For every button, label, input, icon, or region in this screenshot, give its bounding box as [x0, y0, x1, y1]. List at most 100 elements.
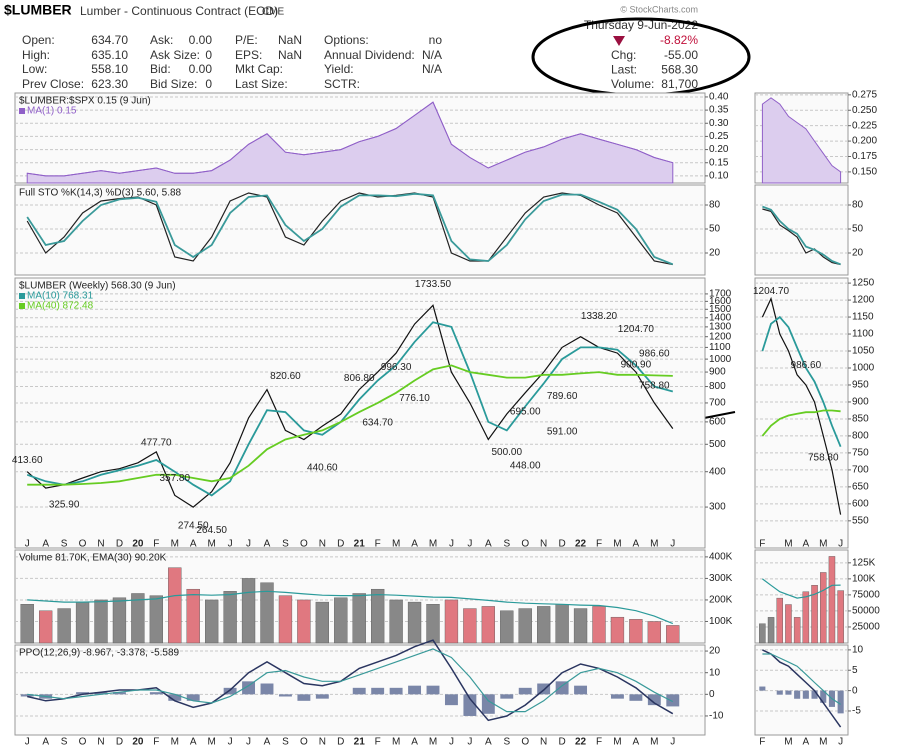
price-annotation: 1204.70	[618, 324, 655, 335]
y-tick-label: 1600	[709, 296, 732, 307]
volume-bar	[481, 606, 495, 644]
x-tick-label: A	[485, 539, 492, 550]
volume-bar	[57, 608, 71, 644]
y-tick-label: 0.150	[852, 167, 877, 178]
x-tick-label: A	[411, 737, 418, 748]
y-tick-label: 20	[709, 646, 721, 657]
y-tick-label: 50000	[852, 606, 880, 617]
x-tick-label: M	[429, 737, 437, 748]
volume-bar	[444, 599, 459, 644]
x-tick-label: S	[61, 539, 68, 550]
field-value: 558.10	[91, 62, 128, 76]
y-tick-label: 1100	[709, 342, 731, 353]
x-tick-label: A	[485, 737, 492, 748]
field-label: Yield:	[324, 62, 354, 76]
y-tick-label: 0.40	[709, 92, 729, 103]
x-tick-label: O	[79, 737, 87, 748]
x-tick-label: M	[819, 539, 827, 550]
volume-bar	[315, 601, 329, 644]
histogram-bar	[500, 694, 514, 699]
legend-swatch	[19, 108, 25, 114]
y-tick-label: 950	[852, 380, 869, 391]
histogram-bar	[94, 692, 108, 695]
x-tick-label: D	[337, 539, 344, 550]
y-tick-label: 1100	[852, 329, 874, 340]
volume-bar	[112, 597, 127, 644]
x-tick-label: M	[207, 539, 215, 550]
x-tick-label: A	[264, 539, 271, 550]
y-tick-label: 5	[852, 665, 858, 676]
legend-entry: MA(40) 872.48	[27, 301, 94, 312]
x-tick-label: D	[558, 539, 565, 550]
x-tick-label: S	[282, 737, 289, 748]
quote-label: Chg:	[611, 48, 636, 62]
volume-bar	[820, 572, 827, 644]
x-tick-label: M	[650, 539, 658, 550]
volume-bar	[828, 556, 836, 644]
x-tick-label: M	[171, 737, 179, 748]
price-annotation: 274.50	[178, 521, 209, 532]
price-annotation: 357.80	[159, 473, 190, 484]
field-value: 635.10	[91, 48, 128, 62]
legend-entry: MA(1) 0.15	[27, 106, 77, 117]
quote-value: 81,700	[661, 77, 698, 91]
y-tick-label: 20	[852, 248, 864, 259]
volume-bar	[802, 591, 810, 644]
volume-bar	[186, 588, 200, 644]
histogram-bar	[759, 686, 766, 691]
x-tick-label: A	[190, 539, 197, 550]
histogram-bar	[802, 690, 809, 699]
y-tick-label: 50	[852, 224, 864, 235]
series-line	[27, 101, 673, 177]
x-tick-label: D	[558, 737, 565, 748]
y-tick-label: 500	[709, 439, 726, 450]
histogram-bar	[242, 681, 256, 695]
volume-bar	[785, 604, 792, 644]
field-value: 0.00	[189, 62, 213, 76]
field-label: Prev Close:	[22, 77, 84, 91]
field-label: SCTR:	[324, 77, 360, 91]
x-tick-label: M	[819, 737, 827, 748]
volume-bar	[389, 599, 403, 644]
x-tick-label: D	[116, 737, 123, 748]
y-tick-label: 1000	[852, 363, 875, 374]
field-value: N/A	[422, 48, 442, 62]
price-annotation: 448.00	[510, 460, 541, 471]
volume-bar	[629, 619, 643, 644]
price-annotation: 789.60	[547, 391, 578, 402]
y-tick-label: -10	[709, 711, 724, 722]
volume-bar	[297, 599, 311, 644]
quote-label: Volume:	[611, 77, 654, 91]
volume-bar	[666, 625, 680, 644]
y-tick-label: 0.200	[852, 136, 877, 147]
watermark: © StockCharts.com	[620, 4, 698, 14]
volume-bar	[149, 595, 163, 644]
y-tick-label: 600	[709, 417, 726, 428]
price-annotation: 758.80	[639, 381, 670, 392]
histogram-bar	[260, 683, 274, 695]
volume-bar	[647, 621, 661, 644]
x-tick-label: J	[228, 737, 233, 748]
series-line	[27, 648, 674, 713]
histogram-bar	[629, 694, 643, 701]
histogram-bar	[426, 685, 440, 695]
volume-bar	[352, 593, 366, 644]
volume-bar	[334, 597, 348, 644]
histogram-bar	[168, 694, 182, 701]
y-tick-label: 50	[709, 224, 721, 235]
series-line	[762, 649, 842, 728]
y-tick-label: 0.15	[709, 157, 729, 168]
series-line	[761, 296, 842, 515]
series-line	[762, 578, 841, 599]
legend-entry: MA(10) 768.31	[27, 291, 94, 302]
field-label: Ask Size:	[150, 48, 200, 62]
x-tick-label: O	[300, 539, 308, 550]
y-tick-label: 100K	[709, 616, 733, 627]
histogram-bar	[610, 694, 624, 699]
x-tick-label: F	[596, 539, 602, 550]
y-tick-label: 75000	[852, 590, 880, 601]
volume-bar	[573, 608, 588, 644]
x-tick-label: F	[153, 737, 159, 748]
panel-title: $LUMBER (Weekly) 568.30 (9 Jun)	[19, 281, 176, 292]
price-annotation: 1338.20	[581, 311, 618, 322]
